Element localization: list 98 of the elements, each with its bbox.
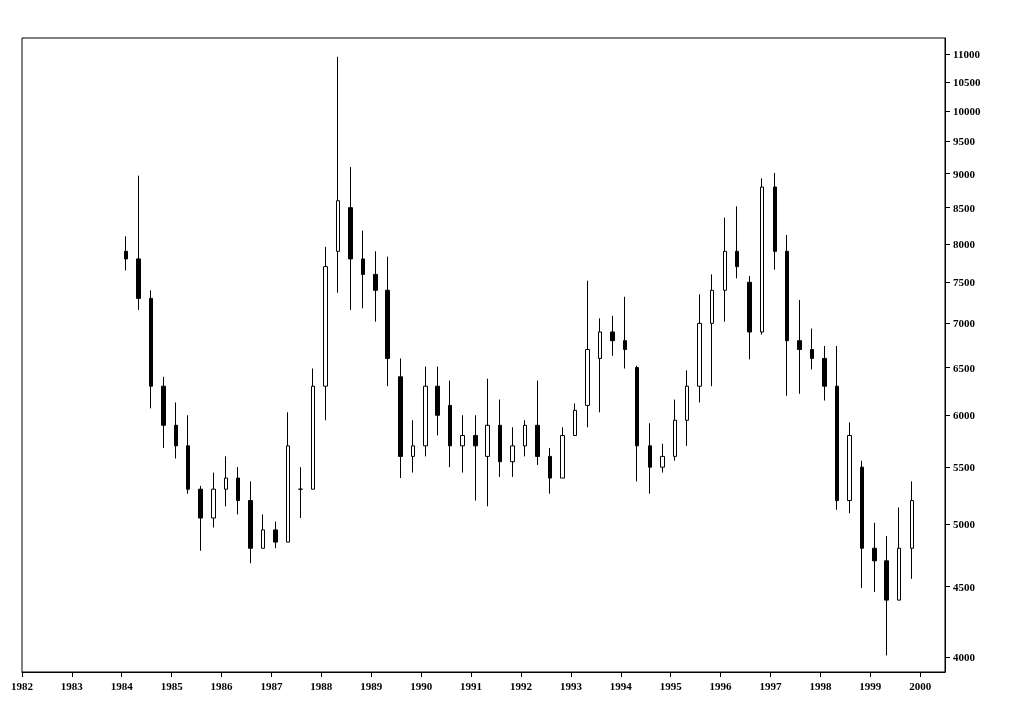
candlestick [797, 299, 802, 395]
y-tick-label: 8000 [953, 237, 976, 250]
candlestick [224, 455, 228, 507]
candlestick [136, 175, 141, 311]
y-tick-label: 6000 [953, 409, 976, 422]
y-tick-label: 4000 [953, 650, 976, 663]
candlestick [411, 419, 415, 474]
candlestick [872, 522, 877, 593]
candlestick [273, 521, 278, 549]
candlestick [585, 280, 590, 428]
x-tick-label: 1998 [809, 679, 832, 692]
candlestick [385, 256, 390, 387]
candlestick [785, 234, 789, 397]
candlestick [660, 443, 665, 474]
y-tick-label: 10500 [953, 75, 981, 88]
candlestick [124, 235, 128, 271]
candlestick [423, 366, 428, 457]
candlestick [747, 275, 752, 360]
candlestick [323, 246, 328, 421]
candlestick [211, 472, 216, 529]
candlestick [560, 426, 565, 479]
candlestick [186, 414, 190, 495]
x-tick-label: 2000 [909, 679, 932, 692]
candlestick [523, 419, 527, 457]
x-tick-label: 1997 [759, 679, 783, 692]
candlestick [298, 466, 303, 519]
candlestick [685, 369, 689, 447]
y-tick-label: 6500 [953, 361, 976, 374]
y-tick-label: 10000 [953, 104, 981, 117]
candlestick [810, 328, 814, 370]
candlestick [710, 273, 714, 387]
y-tick-label: 8500 [953, 201, 976, 214]
candlestick [548, 447, 552, 495]
candlestick [573, 402, 577, 436]
candlestick [236, 466, 240, 515]
candlestick [361, 230, 365, 309]
candlestick [373, 250, 378, 323]
candlestick [847, 421, 852, 514]
x-tick-label: 1983 [60, 679, 84, 692]
y-tick-label: 7000 [953, 317, 976, 330]
candlestick [248, 480, 253, 564]
x-tick-label: 1992 [509, 679, 533, 692]
candlestick [673, 399, 677, 462]
candlestick [473, 414, 478, 502]
candlestick [723, 217, 727, 323]
candlestick [261, 513, 265, 549]
candlestick [174, 402, 178, 460]
x-tick-label: 1989 [360, 679, 383, 692]
x-tick-label: 1996 [709, 679, 733, 692]
candlestick [286, 411, 290, 543]
candlestick [835, 345, 839, 511]
y-tick-label: 4500 [953, 580, 976, 593]
candlestick [485, 378, 490, 507]
y-tick-label: 7500 [953, 276, 976, 289]
x-tick-label: 1993 [559, 679, 583, 692]
y-tick-label: 11000 [953, 48, 981, 61]
x-tick-label: 1987 [260, 679, 283, 692]
candlestick [910, 480, 914, 580]
candlestick [697, 293, 702, 403]
x-tick-label: 1984 [110, 679, 134, 692]
candlestick [161, 376, 166, 449]
x-tick-label: 1991 [460, 679, 483, 692]
candlestick [336, 56, 340, 294]
x-tick-label: 1999 [859, 679, 882, 692]
candlestick [460, 414, 465, 474]
x-tick-label: 1990 [410, 679, 433, 692]
candlestick [822, 345, 827, 402]
candlestick [398, 357, 403, 479]
candlestick [598, 317, 602, 413]
x-tick-label: 1985 [160, 679, 184, 692]
candlestick [773, 172, 777, 271]
x-tick-label: 1986 [210, 679, 234, 692]
x-tick-label: 1994 [609, 679, 633, 692]
candlestick [535, 380, 540, 466]
y-tick-label: 5500 [953, 461, 976, 474]
candlestick [760, 177, 764, 336]
candlestick [735, 205, 739, 279]
candlestick [510, 426, 515, 478]
candlestick [897, 506, 901, 601]
y-tick-label: 9500 [953, 135, 976, 148]
candlestick [498, 399, 502, 478]
candlestick [635, 365, 639, 482]
x-tick-label: 1995 [659, 679, 683, 692]
candlestick [610, 315, 615, 357]
candlestick [149, 289, 153, 409]
candlestick [648, 422, 652, 495]
candlestick [860, 460, 864, 589]
candlestick [348, 166, 353, 311]
candlestick [311, 367, 315, 490]
candlestick [198, 485, 203, 552]
x-tick-label: 1988 [310, 679, 333, 692]
candlestick [435, 366, 440, 436]
candlestick [448, 380, 452, 468]
y-tick-label: 5000 [953, 517, 976, 530]
candlestick [623, 296, 627, 369]
candlestick [884, 535, 889, 656]
y-tick-label: 9000 [953, 167, 976, 180]
x-tick-label: 1982 [11, 679, 34, 692]
